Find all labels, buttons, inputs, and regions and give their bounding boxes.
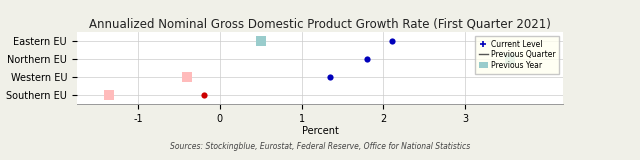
- Point: [104, 94, 115, 96]
- Point: [325, 76, 335, 78]
- X-axis label: Percent: Percent: [301, 127, 339, 136]
- Point: [362, 58, 372, 60]
- Point: [387, 40, 397, 42]
- Legend: Current Level, Previous Quarter, Previous Year: Current Level, Previous Quarter, Previou…: [475, 36, 559, 73]
- Text: Sources: Stockingblue, Eurostat, Federal Reserve, Office for National Statistics: Sources: Stockingblue, Eurostat, Federal…: [170, 142, 470, 151]
- Point: [255, 40, 266, 42]
- Point: [182, 76, 192, 78]
- Point: [198, 94, 209, 96]
- Point: [505, 58, 515, 60]
- Title: Annualized Nominal Gross Domestic Product Growth Rate (First Quarter 2021): Annualized Nominal Gross Domestic Produc…: [89, 18, 551, 31]
